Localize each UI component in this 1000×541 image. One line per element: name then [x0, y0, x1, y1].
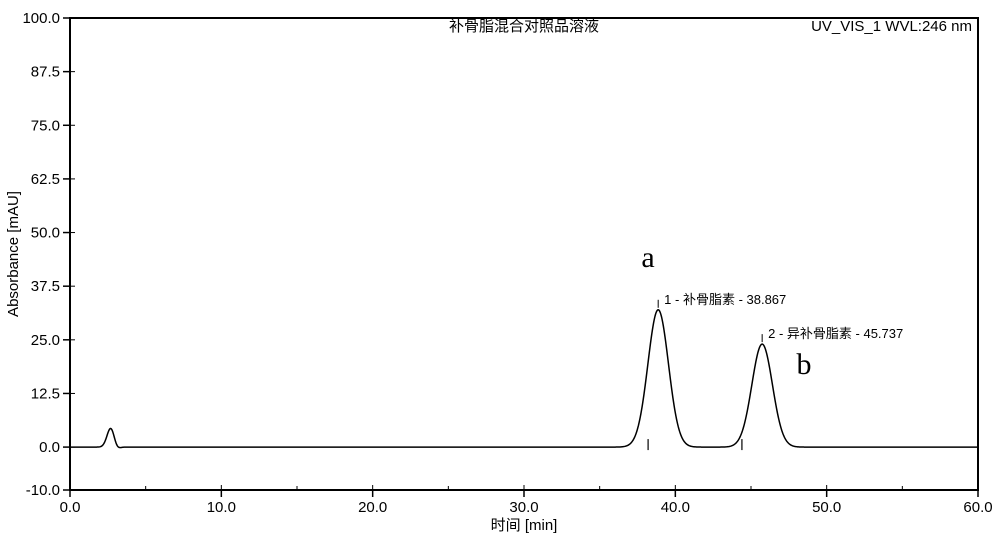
- x-tick-label: 30.0: [509, 499, 538, 516]
- x-tick-label: 40.0: [661, 499, 690, 516]
- x-tick-label: 50.0: [812, 499, 841, 516]
- y-tick-label: 50.0: [31, 225, 60, 242]
- detector-label: UV_VIS_1 WVL:246 nm: [811, 18, 972, 35]
- y-tick-label: 25.0: [31, 332, 60, 349]
- x-tick-label: 0.0: [60, 499, 81, 516]
- peak-label: 2 - 异补骨脂素 - 45.737: [768, 326, 903, 341]
- y-tick-label: 87.5: [31, 64, 60, 81]
- chart-svg: 补骨脂混合对照品溶液 UV_VIS_1 WVL:246 nm 0.0 10.0 20.0…: [0, 0, 1000, 541]
- x-tick-label: 60.0: [963, 499, 992, 516]
- chart-title: 补骨脂混合对照品溶液: [449, 18, 599, 35]
- y-tick-label: 12.5: [31, 385, 60, 402]
- y-axis-label: Absorbance [mAU]: [5, 191, 22, 317]
- x-tick-label: 20.0: [358, 499, 387, 516]
- plot-area: [70, 18, 978, 490]
- y-tick-label: 37.5: [31, 278, 60, 295]
- annotation-a: a: [641, 241, 654, 274]
- peak-label: 1 - 补骨脂素 - 38.867: [664, 292, 786, 307]
- x-axis-label: 时间 [min]: [491, 517, 558, 534]
- y-tick-label: 75.0: [31, 117, 60, 134]
- annotation-b: b: [796, 348, 811, 381]
- y-tick-label: 62.5: [31, 171, 60, 188]
- x-tick-label: 10.0: [207, 499, 236, 516]
- y-tick-label: 0.0: [39, 439, 60, 456]
- y-tick-label: -10.0: [26, 482, 60, 499]
- y-tick-label: 100.0: [22, 10, 60, 27]
- chromatogram-chart: 补骨脂混合对照品溶液 UV_VIS_1 WVL:246 nm 0.0 10.0 20.0…: [0, 0, 1000, 541]
